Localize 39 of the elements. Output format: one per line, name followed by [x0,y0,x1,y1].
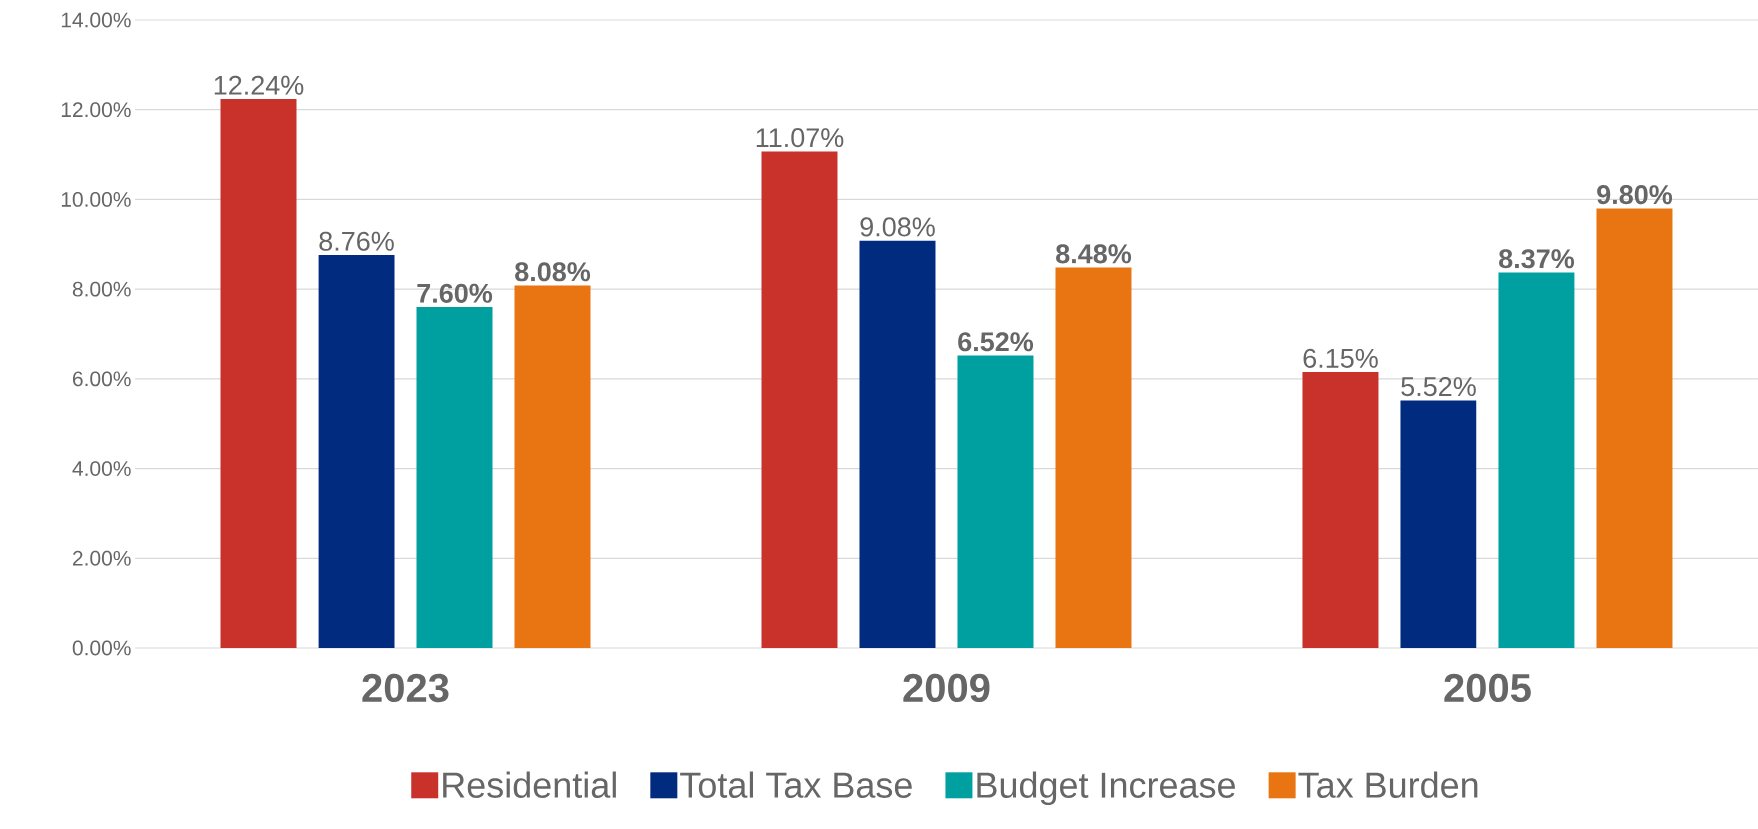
data-label: 12.24% [214,75,304,95]
bar [761,151,838,648]
y-tick-label: 8.00% [72,281,131,297]
data-label: 8.76% [319,231,394,251]
y-tick-label: 10.00% [61,191,131,207]
bar [1302,372,1379,648]
legend-label: Total Tax Base [680,771,912,798]
y-tick-label: 2.00% [72,550,131,566]
data-label: 9.08% [860,217,935,237]
bar [859,240,936,648]
x-tick-label: 2023 [362,673,449,703]
y-tick-label: 4.00% [72,461,131,476]
data-label: 5.52% [1401,377,1476,397]
x-tick-label: 2009 [903,673,990,703]
data-label: 9.80% [1597,185,1673,205]
bar [514,285,591,648]
legend-label: Budget Increase [977,771,1235,806]
legend-label: Residential [443,771,616,798]
y-tick-label: 12.00% [61,102,131,118]
bar [1596,208,1673,648]
data-label: 6.15% [1303,348,1378,368]
data-label: 8.08% [515,262,591,282]
bar [318,255,395,648]
bar [1055,267,1132,648]
bar [957,355,1034,648]
y-tick-label: 6.00% [73,371,131,387]
y-tick-label: 0.00% [72,640,131,656]
bar [1400,400,1477,648]
data-label: 6.52% [958,332,1034,352]
data-label: 7.60% [417,283,493,303]
x-tick-label: 2005 [1444,673,1531,703]
data-label: 11.07% [756,128,844,148]
bar [1498,272,1575,648]
data-label: 8.37% [1499,249,1575,269]
y-tick-label: 14.00% [61,12,131,28]
legend-label: Tax Burden [1298,771,1478,798]
bar [416,307,493,648]
bar [220,98,297,648]
data-label: 8.48% [1056,244,1132,264]
